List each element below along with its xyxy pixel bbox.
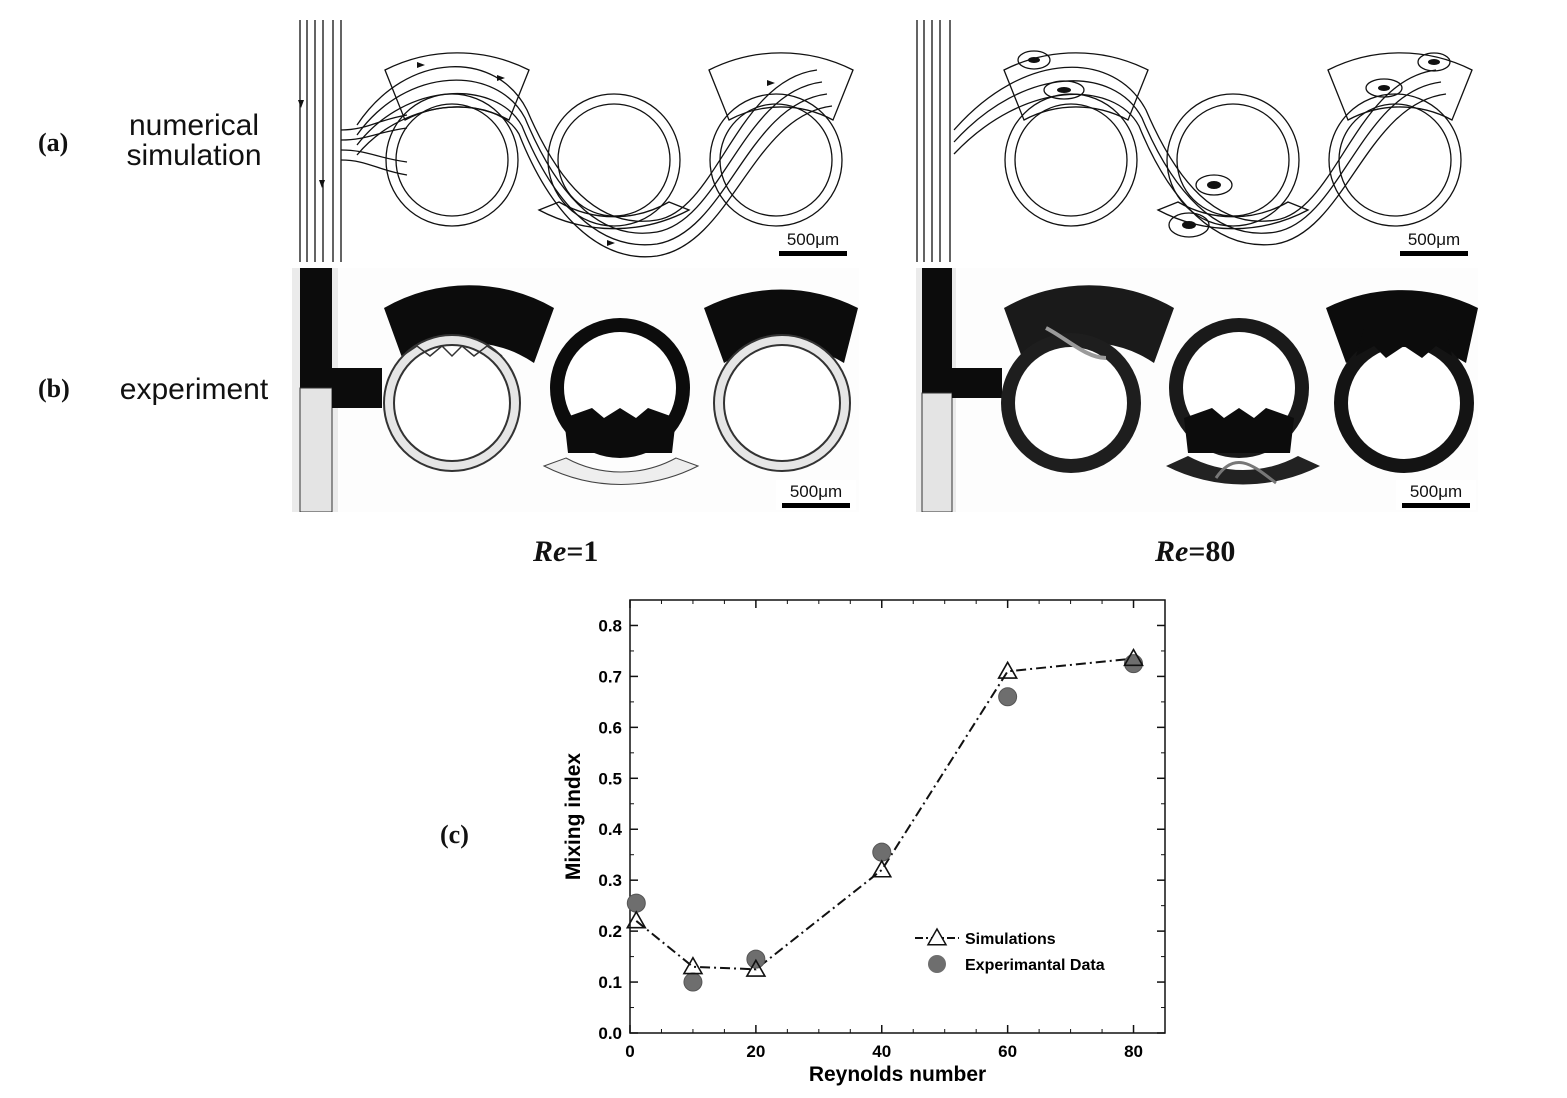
y-tick-label: 0.4	[598, 820, 622, 839]
simulation-point	[682, 956, 704, 975]
re-value: =1	[566, 535, 599, 568]
row-tag-b: (b)	[38, 374, 70, 403]
legend-circle-marker	[928, 955, 946, 973]
re-symbol: Re	[1155, 535, 1189, 568]
scale-bar: 500μm	[773, 228, 853, 258]
experimental-point	[626, 893, 646, 913]
row-tag-a: (a)	[38, 128, 69, 157]
scale-bar-label: 500μm	[1409, 482, 1463, 501]
y-tick-label: 0.7	[598, 667, 622, 686]
y-axis-label: Mixing index	[562, 753, 585, 881]
experimental-point	[872, 842, 892, 862]
simulation-point	[625, 910, 647, 929]
panel-experiment-re80: 500μm	[916, 268, 1478, 512]
row-label-line1: numerical	[128, 109, 260, 142]
legend-triangle-marker	[926, 927, 948, 946]
streamline-figure-re80	[916, 20, 1473, 262]
panel-simulation-re1: 500μm	[297, 20, 858, 262]
x-tick-label: 20	[746, 1042, 765, 1061]
panel-simulation-re80: 500μm	[914, 20, 1478, 262]
y-axis-ticks: 0.0 0.1 0.2 0.3 0.4 0.5 0.6 0.7 0.8	[598, 616, 1165, 1043]
scale-bar-label: 500μm	[789, 482, 843, 501]
x-tick-label: 80	[1124, 1042, 1143, 1061]
y-tick-label: 0.1	[598, 973, 622, 992]
scale-bar: 500μm	[1396, 480, 1476, 510]
y-tick-label: 0.6	[598, 718, 622, 737]
experimental-points	[626, 654, 1144, 992]
y-tick-label: 0.8	[598, 616, 622, 635]
simulations-line	[635, 657, 1134, 971]
streamline-figure-re1	[298, 20, 854, 262]
simulation-point	[871, 859, 893, 878]
x-tick-label: 40	[872, 1042, 891, 1061]
y-tick-label: 0.0	[598, 1024, 622, 1043]
scale-bar-line	[1402, 503, 1470, 508]
scale-bar-line	[1400, 251, 1468, 256]
legend-label-simulations: Simulations	[965, 931, 1056, 948]
scale-bar-label: 500μm	[786, 230, 840, 249]
row-label-experiment: experiment	[119, 373, 269, 406]
legend: Simulations Experimantal Data	[915, 927, 1105, 974]
re-label-80: Re=80	[1155, 535, 1235, 569]
experiment-photo-re80	[916, 268, 1478, 512]
y-tick-label: 0.2	[598, 922, 622, 941]
scale-bar-label: 500μm	[1407, 230, 1461, 249]
simulation-points	[625, 647, 1144, 977]
re-label-1: Re=1	[533, 535, 598, 569]
row-label-line2: simulation	[126, 139, 262, 172]
experimental-point	[998, 687, 1018, 707]
experimental-point	[1124, 654, 1144, 674]
experimental-point	[683, 972, 703, 992]
mixing-index-chart: 0 20 40 60 80 0.0 0.1 0.2 0.3 0.4 0.5 0.6 0.7 0.8 Re…	[562, 599, 1166, 1086]
re-symbol: Re	[533, 535, 567, 568]
y-tick-label: 0.5	[598, 769, 622, 788]
panel-experiment-re1: 500μm	[292, 268, 859, 512]
scale-bar: 500μm	[776, 480, 856, 510]
re-value: =80	[1188, 535, 1236, 568]
x-axis-label: Reynolds number	[809, 1063, 986, 1086]
experiment-photo-re1	[292, 268, 859, 512]
plot-frame	[629, 599, 1166, 1034]
chart-tag-c: (c)	[440, 820, 469, 849]
scale-bar-line	[779, 251, 847, 256]
simulation-point	[1123, 647, 1144, 667]
simulation-point	[997, 660, 1019, 679]
x-tick-label: 60	[998, 1042, 1017, 1061]
simulation-point	[745, 958, 767, 977]
scale-bar: 500μm	[1394, 228, 1474, 258]
row-label-numerical-simulation: numerical simulation	[108, 111, 280, 171]
y-tick-label: 0.3	[598, 871, 622, 890]
scale-bar-line	[782, 503, 850, 508]
x-tick-label: 0	[625, 1042, 634, 1061]
legend-label-experimental: Experimantal Data	[965, 957, 1105, 974]
x-axis-ticks: 0 20 40 60 80	[625, 600, 1143, 1061]
